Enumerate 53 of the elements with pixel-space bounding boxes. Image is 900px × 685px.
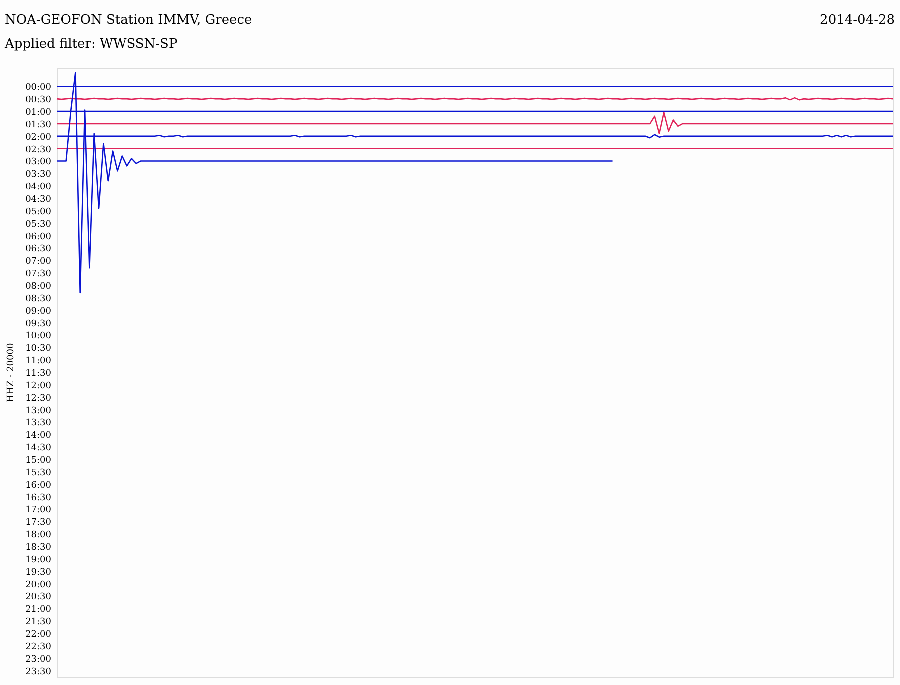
y-tick-label: 04:30: [26, 195, 52, 205]
y-tick-label: 01:30: [26, 120, 52, 130]
y-tick-label: 13:00: [26, 406, 52, 416]
y-tick-label: 15:00: [26, 456, 52, 466]
y-tick-label: 19:00: [26, 555, 52, 566]
y-tick-label: 13:30: [26, 418, 52, 429]
line-series: [56, 112, 894, 135]
y-axis-title: HHZ - 20000: [6, 343, 17, 403]
y-tick-label: 06:30: [26, 244, 52, 255]
y-tick-label: 10:30: [26, 344, 52, 354]
y-tick-label: 16:30: [26, 493, 52, 504]
y-tick-label: 12:30: [26, 394, 52, 404]
y-tick-label: 19:30: [26, 568, 52, 578]
y-tick-label: 01:00: [26, 108, 52, 118]
y-tick-label: 15:30: [26, 468, 52, 478]
y-tick-label: 12:00: [26, 381, 52, 392]
y-tick-label: 20:00: [26, 580, 52, 590]
y-tick-label: 22:00: [26, 630, 52, 640]
y-tick-label: 07:00: [26, 257, 52, 268]
text: 2014-04-28: [820, 13, 895, 28]
y-tick-label: 23:00: [26, 654, 52, 665]
chart-title: NOA-GEOFON Station IMMV, Greece: [5, 13, 253, 28]
y-tick-label: 14:30: [26, 444, 52, 454]
y-tick-label: 20:30: [26, 592, 52, 603]
y-tick-label: 11:00: [26, 356, 52, 367]
y-tick-label: 08:30: [26, 294, 52, 304]
y-tick-label: 09:00: [26, 306, 52, 317]
y-tick-label: 14:00: [26, 431, 52, 442]
chart-subtitle: Applied filter: WWSSN-SP: [4, 37, 178, 52]
y-tick-label: 18:00: [26, 530, 52, 541]
y-tick-label: 10:00: [26, 332, 52, 342]
y-tick-label: 03:30: [26, 170, 52, 180]
y-tick-label: 18:30: [26, 543, 52, 553]
y-tick-label: 23:30: [26, 667, 52, 678]
y-tick-label: 04:00: [26, 182, 52, 193]
y-tick-label: 17:30: [26, 518, 52, 528]
y-tick-label: 05:00: [26, 207, 52, 218]
y-tick-label: 16:00: [26, 480, 52, 491]
y-tick-label: 05:30: [26, 220, 52, 230]
y-tick-label: 08:00: [26, 282, 52, 292]
y-tick-label: 21:30: [26, 618, 52, 628]
y-tick-label: 02:30: [26, 145, 52, 156]
y-tick-label: 00:30: [26, 96, 52, 106]
y-tick-label: 11:30: [26, 369, 52, 379]
y-tick-label: 07:30: [26, 270, 52, 280]
y-tick-label: 00:00: [26, 83, 52, 94]
y-tick-label: 22:30: [26, 642, 52, 652]
y-tick-label: 02:00: [26, 132, 52, 143]
y-tick-label: 06:00: [26, 232, 52, 242]
y-tick-label: 17:00: [26, 506, 52, 516]
y-tick-label: 03:00: [26, 158, 52, 168]
y-tick-label: 09:30: [26, 319, 52, 330]
y-tick-label: 21:00: [26, 605, 52, 616]
